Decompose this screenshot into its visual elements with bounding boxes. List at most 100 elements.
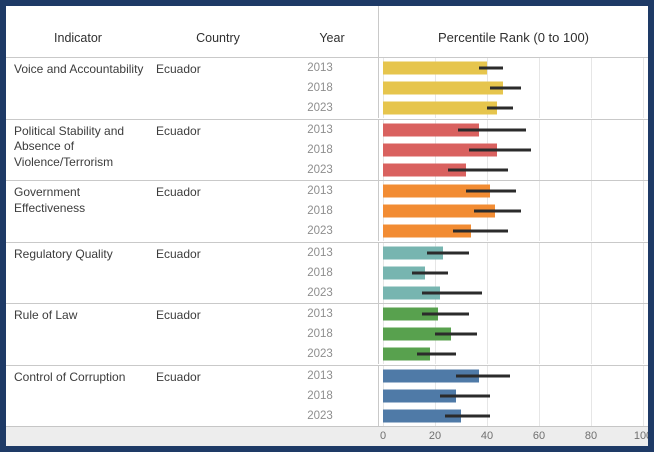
confidence-interval [427,251,469,255]
percentile-bar[interactable] [383,266,425,280]
country-label: Ecuador [156,308,201,322]
confidence-interval [455,374,511,378]
column-header-year: Year [319,30,345,45]
confidence-interval [468,148,532,152]
x-axis: 0 20 40 60 80 100 [6,426,648,446]
year-label: 2018 [307,205,333,218]
confidence-interval [479,66,503,70]
confidence-interval [487,106,513,110]
column-header-percentile-rank: Percentile Rank (0 to 100) [378,6,648,57]
bar-track [378,242,648,263]
indicator-group: Voice and Accountability Ecuador 2013 2018 2… [6,58,648,119]
year-label: 2013 [307,246,333,259]
confidence-interval [445,414,490,418]
indicator-group: Control of Corruption Ecuador 2013 2018 2023 [6,364,648,427]
country-label: Ecuador [156,123,201,138]
country-label: Ecuador [156,369,201,384]
indicator-label: Rule of Law [14,308,78,322]
indicator-group: Regulatory Quality Ecuador 2013 2018 2023 [6,241,648,304]
country-label: Ecuador [156,185,201,199]
bar-track [378,98,648,119]
x-axis-tick-label: 40 [480,430,494,442]
bar-track [378,139,648,160]
chart-body: Voice and Accountability Ecuador 2013 2018 2… [6,58,648,426]
year-label: 2023 [307,102,333,115]
indicator-group: Rule of Law Ecuador 2013 2018 2023 [6,303,648,365]
confidence-interval [440,394,490,398]
column-header-indicator: Indicator [54,30,102,45]
percentile-bar[interactable] [383,224,472,238]
bar-track [378,58,648,79]
confidence-interval [435,332,477,336]
percentile-bar[interactable] [383,246,443,260]
bar-track [378,119,648,140]
percentile-bar[interactable] [383,369,480,383]
country-label: Ecuador [156,62,201,76]
indicator-label: Control of Corruption [14,369,126,384]
percentile-bar[interactable] [383,101,498,115]
x-axis-tick-label: 0 [379,430,387,442]
percentile-bar[interactable] [383,409,461,423]
confidence-interval [448,168,508,172]
year-label: 2013 [307,369,333,382]
percentile-bar[interactable] [383,327,451,341]
confidence-interval [458,128,526,132]
bar-track [378,365,648,386]
year-label: 2013 [307,308,333,321]
confidence-interval [422,291,482,295]
indicator-label: Government Effectiveness [14,185,86,215]
confidence-interval [411,271,448,275]
indicator-group: Government Effectiveness Ecuador 2013 2018 2… [6,180,648,242]
indicator-group: Political Stability and Absence of Viole… [6,118,648,181]
bar-track [378,385,648,406]
column-header-country: Country [196,30,240,45]
year-label: 2018 [307,266,333,279]
percentile-bar[interactable] [383,184,490,198]
bar-track [378,304,648,325]
bar-track [378,181,648,202]
percentile-bar[interactable] [383,286,441,300]
confidence-interval [422,312,469,316]
bar-track [378,282,648,303]
indicator-label: Regulatory Quality [14,246,113,261]
year-label: 2013 [307,185,333,198]
percentile-bar[interactable] [383,204,495,218]
confidence-interval [416,352,456,356]
percentile-bar[interactable] [383,143,498,157]
indicator-label: Voice and Accountability [14,62,144,76]
year-label: 2023 [307,348,333,361]
confidence-interval [453,229,508,233]
x-axis-tick-label: 20 [428,430,442,442]
percentile-bar[interactable] [383,307,438,321]
year-label: 2018 [307,389,333,402]
bar-track [378,344,648,365]
country-label: Ecuador [156,246,201,261]
confidence-interval [466,189,516,193]
percentile-bar[interactable] [383,347,430,361]
percentile-bar[interactable] [383,123,480,137]
year-label: 2018 [307,143,333,156]
bar-track [378,405,648,426]
x-axis-tick-label: 60 [532,430,546,442]
year-label: 2023 [307,286,333,299]
confidence-interval [489,86,521,90]
year-label: 2018 [307,82,333,95]
percentile-bar[interactable] [383,389,456,403]
x-axis-tick-label: 100 [633,430,653,442]
bar-track [378,324,648,345]
bar-track [378,159,648,180]
bar-track [378,262,648,283]
year-label: 2013 [307,62,333,75]
bar-track [378,221,648,242]
x-axis-tick-label: 80 [584,430,598,442]
year-label: 2023 [307,163,333,176]
year-label: 2013 [307,123,333,136]
percentile-bar[interactable] [383,61,487,75]
bar-track [378,78,648,99]
percentile-bar[interactable] [383,163,467,177]
bar-track [378,201,648,222]
year-label: 2023 [307,409,333,422]
percentile-bar[interactable] [383,81,503,95]
year-label: 2018 [307,328,333,341]
year-label: 2023 [307,225,333,238]
